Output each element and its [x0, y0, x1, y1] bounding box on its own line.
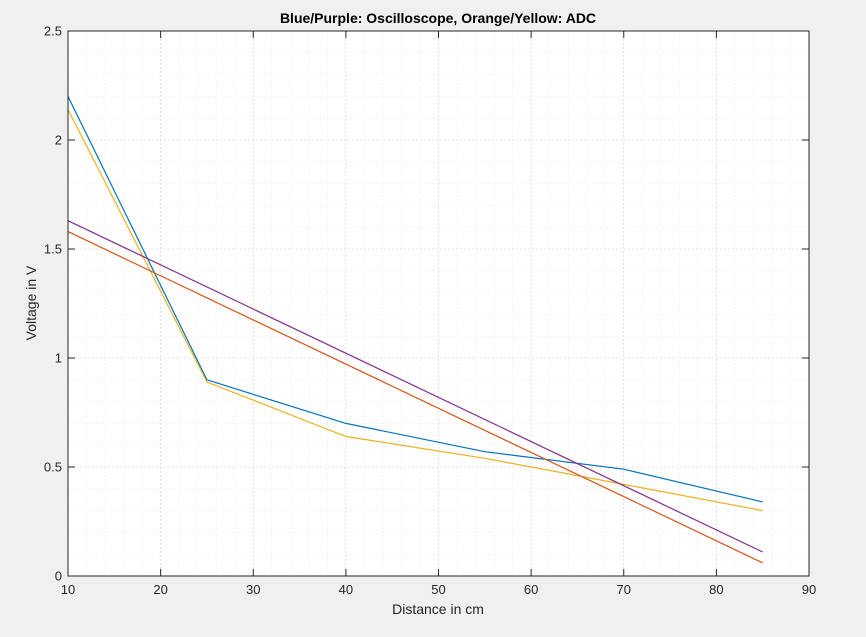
x-tick-label: 60 — [524, 582, 538, 597]
y-tick-label: 1.5 — [44, 242, 62, 257]
x-tick-label: 90 — [802, 582, 816, 597]
ticks — [67, 30, 810, 577]
y-tick-labels: 0 0.5 1 1.5 2 2.5 — [44, 24, 62, 584]
x-tick-label: 10 — [61, 582, 75, 597]
minor-grid — [68, 31, 809, 576]
series-line-2 — [67, 109, 763, 512]
x-tick-label: 80 — [709, 582, 723, 597]
x-axis-label: Distance in cm — [392, 601, 484, 617]
x-tick-label: 40 — [339, 582, 353, 597]
x-tick-label: 30 — [246, 582, 260, 597]
y-tick-label: 2.5 — [44, 24, 62, 39]
y-tick-label: 0.5 — [44, 460, 62, 475]
series-line-3 — [67, 231, 763, 564]
x-tick-label: 70 — [617, 582, 631, 597]
chart-title: Blue/Purple: Oscilloscope, Orange/Yellow… — [280, 10, 596, 26]
x-tick-labels: 10 20 30 40 50 60 70 80 90 — [61, 582, 816, 597]
y-tick-label: 0 — [55, 569, 62, 584]
series-layer — [67, 96, 763, 564]
x-tick-label: 50 — [431, 582, 445, 597]
series-line-1 — [67, 96, 763, 503]
series-line-4 — [67, 220, 763, 553]
x-tick-label: 20 — [153, 582, 167, 597]
y-axis-label: Voltage in V — [23, 265, 39, 340]
y-tick-label: 2 — [55, 133, 62, 148]
y-tick-label: 1 — [55, 351, 62, 366]
